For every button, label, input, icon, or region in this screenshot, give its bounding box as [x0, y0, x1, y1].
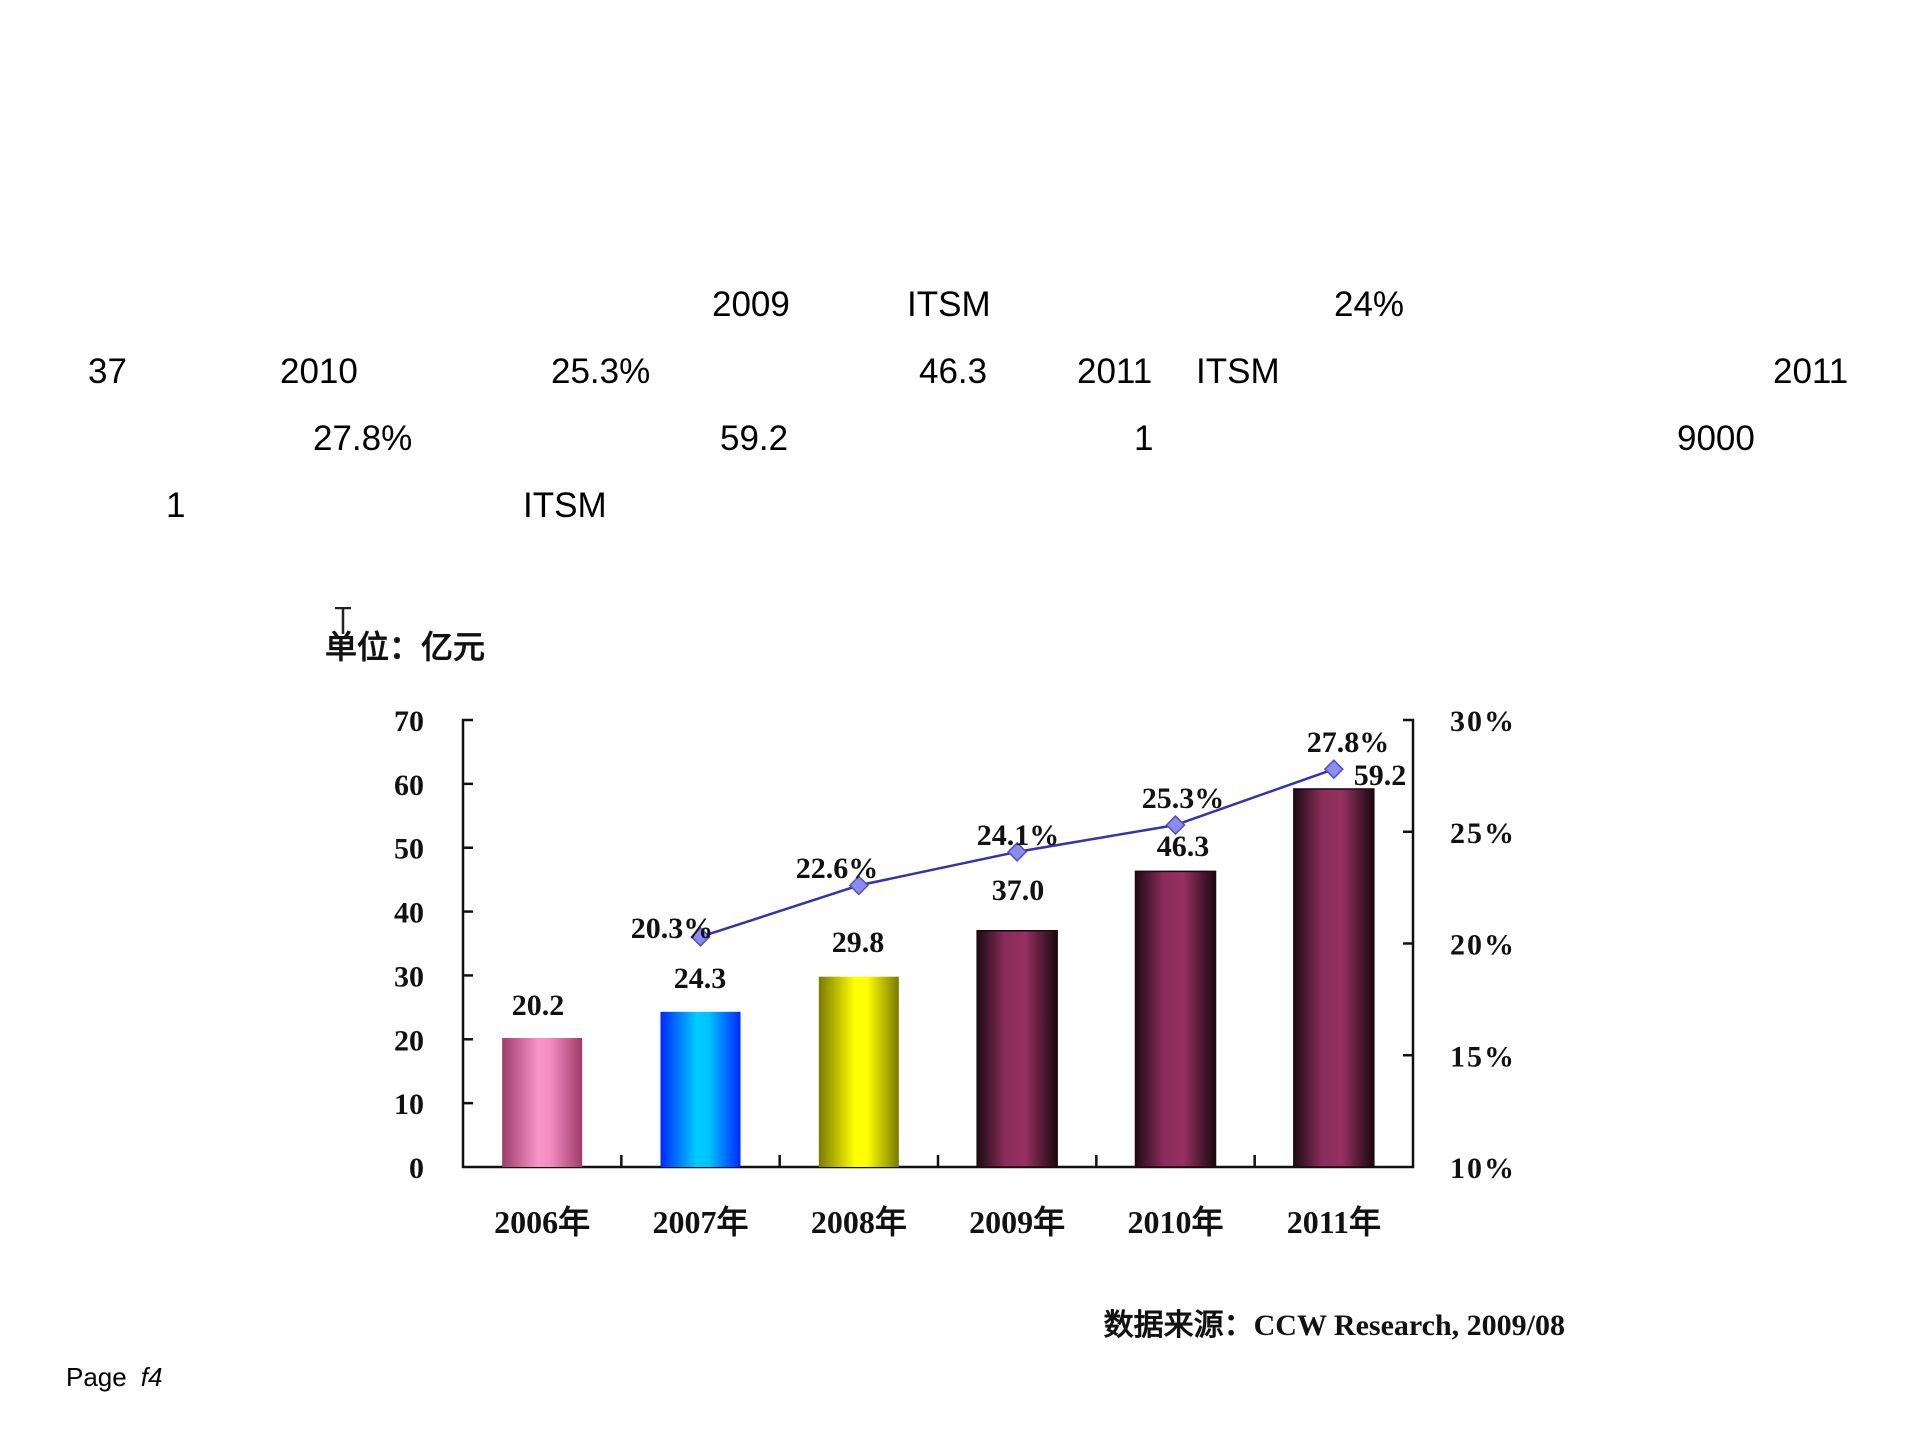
x-axis-label: 2008年: [811, 1204, 907, 1240]
bar-value-label: 37.0: [992, 874, 1045, 907]
right-axis-label: 10%: [1450, 1152, 1516, 1185]
left-axis-label: 10: [394, 1088, 424, 1121]
x-axis-label: 2010年: [1127, 1204, 1223, 1240]
bar-value-label: 59.2: [1354, 759, 1407, 792]
text-fragment: 37: [88, 352, 127, 391]
text-fragment: 24%: [1334, 285, 1405, 324]
left-axis-label: 60: [394, 769, 424, 802]
x-axis-label: 2009年: [969, 1204, 1065, 1240]
growth-rate-label: 22.6%: [796, 852, 879, 885]
text-fragment: 59.2: [720, 419, 789, 458]
bar-2011: [1293, 788, 1375, 1168]
bar-2010: [1134, 870, 1217, 1168]
diamond-marker-icon: [848, 875, 869, 896]
text-fragment: 2009: [712, 285, 790, 324]
text-fragment: 27.8%: [313, 419, 413, 458]
bar-2009: [976, 929, 1058, 1168]
bar-value-label: 46.3: [1157, 830, 1210, 863]
text-fragment: 9000: [1677, 419, 1755, 458]
right-axis-label: 20%: [1450, 929, 1516, 962]
left-axis-label: 20: [394, 1024, 424, 1057]
diamond-marker-icon: [690, 926, 711, 947]
text-fragment: 2011: [1773, 352, 1849, 391]
bar-value-label: 24.3: [674, 962, 727, 995]
text-fragment: 25.3%: [551, 352, 651, 391]
text-fragment: 46.3: [919, 352, 988, 391]
text-fragment: 1: [1134, 419, 1154, 458]
text-fragment: ITSM: [907, 285, 991, 324]
data-source: 数据来源：CCW Research, 2009/08: [1104, 1309, 1565, 1342]
page-number: f4: [140, 1362, 163, 1392]
text-cursor-icon: [335, 607, 351, 634]
left-axis-label: 0: [409, 1152, 424, 1185]
bar-value-label: 20.2: [512, 989, 565, 1022]
x-axis-label: 2006年: [494, 1204, 590, 1240]
left-axis-label: 40: [394, 897, 424, 930]
growth-rate-label: 20.3%: [631, 912, 714, 945]
text-fragment: ITSM: [523, 486, 607, 525]
growth-rate-label: 24.1%: [977, 819, 1060, 852]
x-axis-label: 2011年: [1287, 1204, 1381, 1240]
diamond-marker-icon: [1323, 759, 1344, 780]
bar-2007: [660, 1011, 741, 1167]
left-axis-label: 30: [394, 960, 424, 993]
left-axis-label: 50: [394, 833, 424, 866]
right-axis-label: 30%: [1450, 705, 1516, 738]
x-axis-label: 2007年: [652, 1204, 748, 1240]
growth-rate-label: 25.3%: [1142, 782, 1225, 815]
text-fragment: 2010: [280, 352, 358, 391]
growth-rate-label: 27.8%: [1307, 726, 1390, 759]
page-footer: Page f4: [66, 1362, 162, 1393]
bar-2008: [818, 976, 899, 1167]
right-axis-label: 15%: [1450, 1040, 1516, 1073]
diamond-marker-icon: [1165, 814, 1186, 836]
text-fragment: 2011: [1077, 352, 1153, 391]
text-fragment: ITSM: [1196, 352, 1280, 391]
unit-label: 单位：亿元: [325, 629, 485, 665]
bar-2006: [502, 1038, 583, 1167]
bar-value-label: 29.8: [832, 926, 885, 959]
left-axis-label: 70: [394, 705, 424, 738]
diamond-marker-icon: [1007, 841, 1028, 862]
page-label: Page: [66, 1362, 127, 1392]
right-axis-label: 25%: [1450, 817, 1516, 850]
chart-axes: [461, 718, 1415, 1169]
text-fragment: 1: [166, 486, 186, 525]
